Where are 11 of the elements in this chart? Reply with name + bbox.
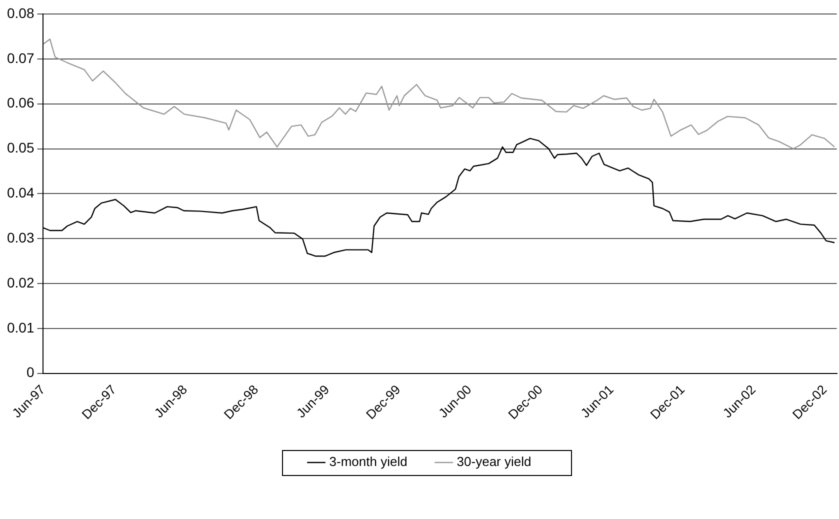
y-tick-label: 0.05 — [7, 140, 34, 156]
legend-label: 30-year yield — [456, 454, 532, 470]
y-tick-label: 0.07 — [7, 50, 34, 66]
y-tick-label: 0.06 — [7, 94, 34, 111]
y-tick-label: 0.03 — [7, 229, 34, 246]
y-tick-label: 0.04 — [7, 184, 34, 201]
y-tick-label: 0.01 — [7, 319, 34, 336]
y-tick-label: 0.02 — [7, 274, 34, 290]
y-tick-label: 0 — [26, 364, 34, 380]
legend-label: 3-month yield — [329, 454, 408, 470]
y-tick-label: 0.08 — [7, 4, 34, 21]
